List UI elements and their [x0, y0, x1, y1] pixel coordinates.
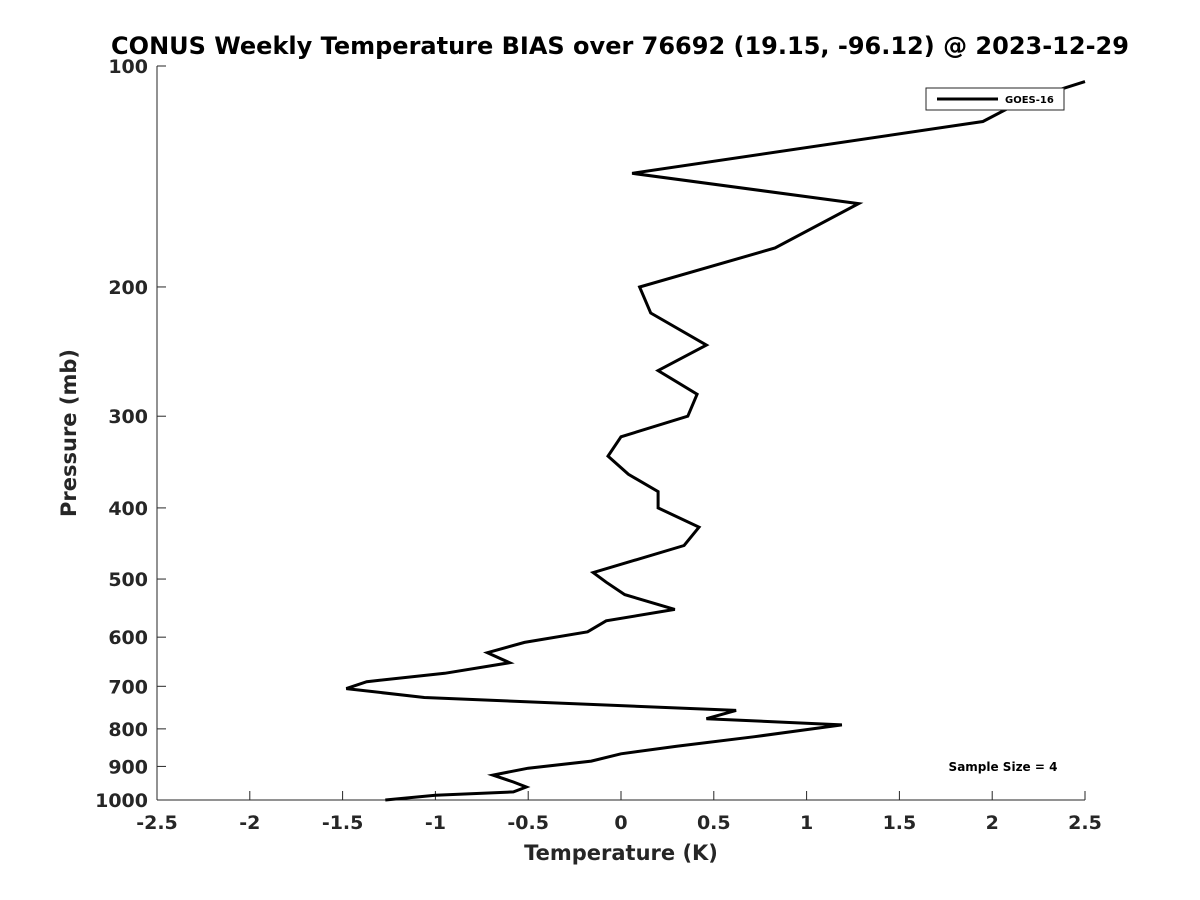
x-axis-ticks: -2.5 -2 -1.5 -1 -0.5 0 0.5 1 1.5 2 2.5: [136, 791, 1102, 834]
y-tick-label: 300: [108, 406, 148, 428]
y-tick-label: 1000: [95, 790, 148, 812]
x-tick-label: -2.5: [136, 812, 178, 834]
x-tick-label: 1: [800, 812, 813, 834]
y-tick-label: 400: [108, 498, 148, 520]
y-tick-label: 100: [108, 56, 148, 78]
y-axis-ticks: 100 200 300 400 500 600 700 800 900 1000: [95, 56, 166, 812]
x-tick-label: -1: [425, 812, 446, 834]
x-tick-label: 2.5: [1068, 812, 1102, 834]
series-line-goes-16: [345, 80, 1086, 802]
y-tick-label: 600: [108, 627, 148, 649]
series-layer: [345, 80, 1086, 802]
x-tick-label: 0: [614, 812, 627, 834]
legend: GOES-16: [925, 87, 1065, 111]
y-tick-label: 800: [108, 719, 148, 741]
x-tick-label: 2: [986, 812, 999, 834]
y-tick-label: 500: [108, 569, 148, 591]
x-tick-label: -2: [239, 812, 260, 834]
y-axis-label: Pressure (mb): [57, 349, 81, 517]
x-tick-label: 0.5: [697, 812, 731, 834]
x-axis-label: Temperature (K): [524, 841, 718, 865]
chart-title: CONUS Weekly Temperature BIAS over 76692…: [111, 32, 1129, 60]
x-tick-label: 1.5: [883, 812, 917, 834]
plot-frame: [156, 66, 1085, 801]
x-tick-label: -1.5: [322, 812, 364, 834]
y-tick-label: 900: [108, 756, 148, 778]
y-tick-label: 200: [108, 277, 148, 299]
y-tick-label: 700: [108, 676, 148, 698]
sample-size-annotation: Sample Size = 4: [949, 760, 1058, 774]
legend-entry-goes-16: GOES-16: [1005, 95, 1054, 106]
x-tick-label: -0.5: [507, 812, 549, 834]
